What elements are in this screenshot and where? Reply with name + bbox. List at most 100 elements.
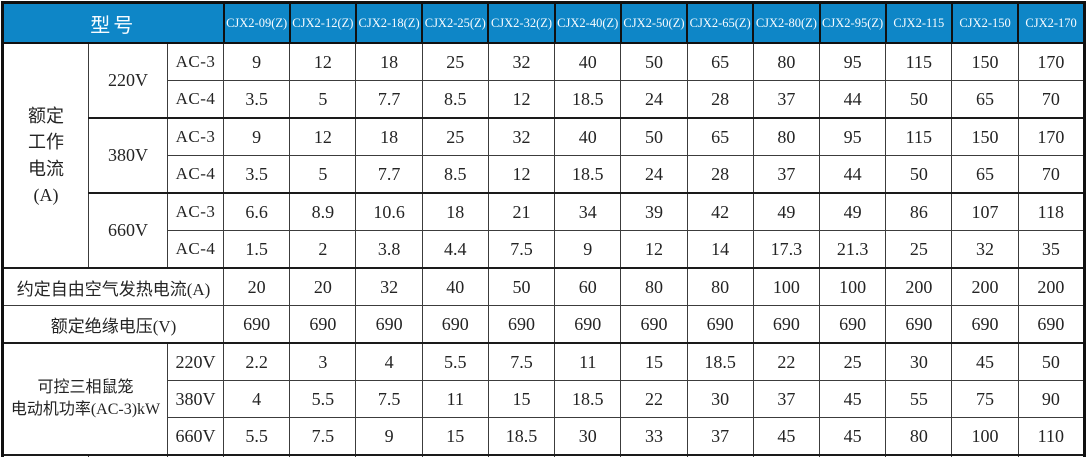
current-value-cell: 3.8	[355, 230, 423, 269]
model-header-cell: CJX2-32(Z)	[487, 1, 556, 44]
power-value-cell: 7.5	[355, 380, 423, 418]
current-value-cell: 12	[487, 80, 556, 119]
current-value-cell: 80	[752, 42, 821, 81]
current-value-cell: 25	[421, 42, 489, 81]
voltage-label-660v: 660V	[88, 192, 168, 269]
power-value-cell: 4	[223, 380, 291, 418]
current-value-cell: 34	[554, 192, 622, 231]
model-header-cell: CJX2-25(Z)	[421, 1, 490, 44]
motor-power-label: 可控三相鼠笼 电动机功率(AC-3)kW	[2, 342, 168, 456]
current-value-cell: 12	[289, 42, 357, 81]
power-value-cell: 7.5	[289, 417, 357, 456]
category-label-ac3: AC-3	[166, 117, 225, 156]
header-row: 型号 CJX2-09(Z) CJX2-12(Z) CJX2-18(Z) CJX2-25…	[1, 1, 1086, 44]
current-value-cell: 8.5	[421, 155, 489, 194]
current-value-cell: 28	[686, 80, 754, 119]
insulation-value-cell: 690	[620, 305, 688, 344]
current-value-cell: 14	[686, 230, 754, 269]
cutoff-cell	[1017, 454, 1086, 457]
model-header-cell: CJX2-09(Z)	[222, 1, 291, 44]
power-value-cell: 80	[885, 417, 953, 456]
current-value-cell: 170	[1017, 117, 1086, 156]
current-value-cell: 49	[818, 192, 887, 231]
cutoff-row	[2, 454, 1086, 457]
current-value-cell: 1.5	[223, 230, 291, 269]
category-label-ac4: AC-4	[166, 230, 225, 269]
voltage-label-380v: 380V	[166, 380, 225, 418]
current-value-cell: 7.7	[355, 155, 423, 194]
current-value-cell: 44	[818, 80, 887, 119]
rated-current-label-line: 电流	[28, 158, 64, 179]
current-value-cell: 12	[289, 117, 357, 156]
power-value-cell: 30	[554, 417, 622, 456]
current-value-cell: 32	[951, 230, 1019, 269]
power-value-cell: 3	[289, 342, 357, 381]
thermal-value-cell: 80	[686, 267, 754, 306]
current-value-cell: 12	[487, 155, 556, 194]
power-value-cell: 18.5	[686, 342, 754, 381]
rated-current-label-line: 工作	[28, 132, 64, 153]
current-value-cell: 7.5	[487, 230, 556, 269]
insulation-voltage-label: 额定绝缘电压(V)	[1, 305, 225, 344]
power-value-cell: 7.5	[487, 342, 556, 381]
current-value-cell: 10.6	[355, 192, 423, 231]
model-header-cell: CJX2-50(Z)	[619, 1, 689, 44]
row-380v-ac4: AC-4 3.5 5 7.7 8.5 12 18.5 24 28 37 44 50 65 70	[3, 155, 1086, 194]
current-value-cell: 86	[885, 192, 953, 231]
power-value-cell: 11	[554, 342, 622, 381]
power-value-cell: 18.5	[554, 380, 622, 418]
current-value-cell: 18.5	[554, 80, 622, 119]
thermal-value-cell: 200	[1017, 267, 1086, 306]
model-header-cell: CJX2-170	[1017, 1, 1086, 44]
row-380v-ac3: 380V AC-3 9 12 18 25 32 40 50 65 80 95 115 150 170	[3, 117, 1086, 194]
current-value-cell: 25	[421, 117, 489, 156]
current-value-cell: 12	[620, 230, 688, 269]
current-value-cell: 6.6	[223, 192, 291, 231]
current-value-cell: 3.5	[223, 80, 291, 119]
power-value-cell: 18.5	[487, 417, 556, 456]
power-value-cell: 55	[885, 380, 953, 418]
current-value-cell: 80	[752, 117, 821, 156]
power-value-cell: 15	[620, 342, 688, 381]
row-220v-ac3: 额定 工作 电流 (A) 220V AC-3 9 12 18 25 32 40 50 65 80…	[2, 42, 1086, 269]
current-value-cell: 32	[487, 117, 556, 156]
current-value-cell: 115	[885, 42, 953, 81]
current-value-cell: 35	[1017, 230, 1086, 269]
row-motor-660v: 660V 5.5 7.5 9 15 18.5 30 33 37 45 45 80 100 110	[3, 417, 1086, 456]
current-value-cell: 21	[487, 192, 556, 231]
current-value-cell: 37	[752, 80, 821, 119]
insulation-value-cell: 690	[885, 305, 953, 344]
model-header-cell: CJX2-115	[884, 1, 953, 44]
row-motor-220v: 可控三相鼠笼 电动机功率(AC-3)kW 220V 2.2 3 4 5.5 7.5 11 1…	[2, 342, 1086, 456]
row-thermal-current: 约定自由空气发热电流(A) 20 20 32 40 50 60 80 80 100 100 200 2…	[1, 267, 1086, 306]
current-value-cell: 70	[1017, 80, 1086, 119]
current-value-cell: 5	[289, 80, 357, 119]
insulation-value-cell: 690	[554, 305, 622, 344]
insulation-value-cell: 690	[223, 305, 291, 344]
current-value-cell: 18	[355, 42, 423, 81]
power-value-cell: 25	[818, 342, 887, 381]
power-value-cell: 5.5	[223, 417, 291, 456]
category-label-ac4: AC-4	[166, 155, 225, 194]
power-value-cell: 45	[752, 417, 821, 456]
current-value-cell: 3.5	[223, 155, 291, 194]
current-value-cell: 42	[686, 192, 754, 231]
model-header-label: 型号	[1, 1, 225, 44]
power-value-cell: 45	[818, 417, 887, 456]
model-header-cell: CJX2-40(Z)	[553, 1, 622, 44]
thermal-value-cell: 100	[752, 267, 821, 306]
voltage-label-660v: 660V	[166, 417, 225, 456]
power-value-cell: 50	[1017, 342, 1086, 381]
thermal-value-cell: 80	[620, 267, 688, 306]
current-value-cell: 50	[620, 42, 688, 81]
insulation-value-cell: 690	[951, 305, 1019, 344]
current-value-cell: 7.7	[355, 80, 423, 119]
current-value-cell: 95	[818, 117, 887, 156]
power-value-cell: 33	[620, 417, 688, 456]
thermal-value-cell: 200	[885, 267, 953, 306]
current-value-cell: 118	[1017, 192, 1086, 231]
voltage-label-220v: 220V	[88, 42, 168, 119]
power-value-cell: 5.5	[421, 342, 489, 381]
current-value-cell: 24	[620, 80, 688, 119]
